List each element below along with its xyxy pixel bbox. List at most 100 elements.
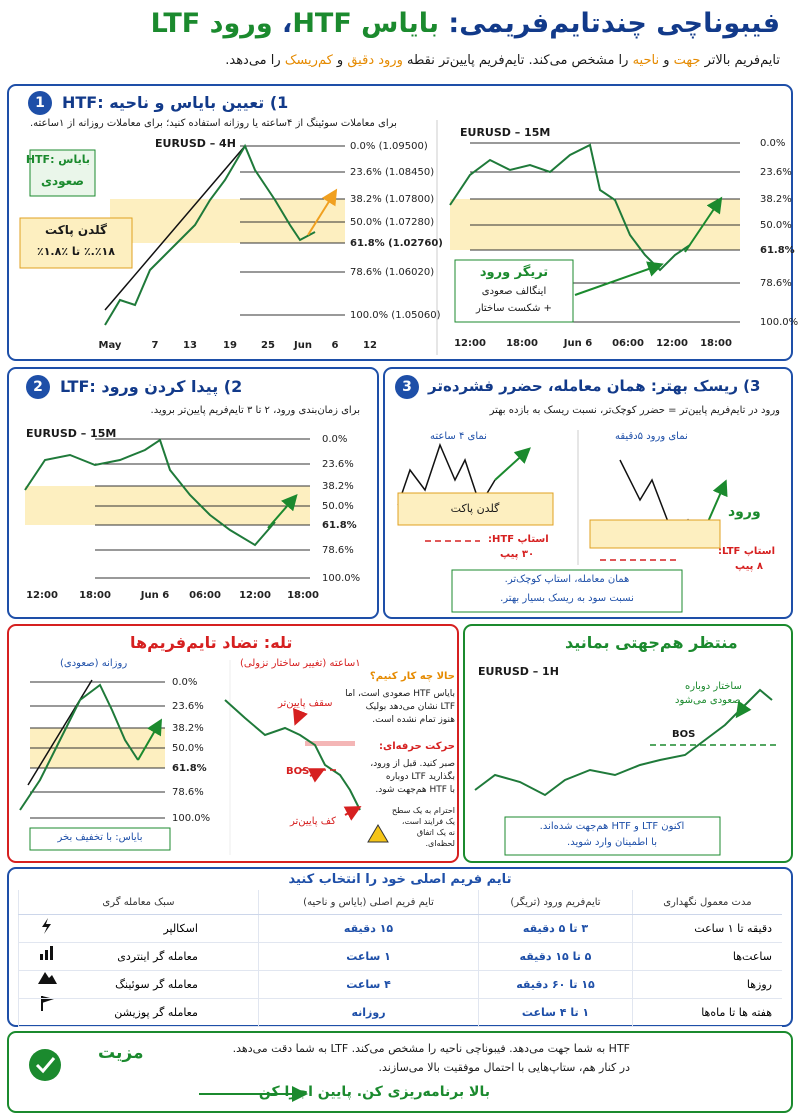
text: هنوز تمام نشده است.	[372, 715, 455, 725]
label: استاپ LTF:	[718, 546, 776, 557]
subtitle-part: را مشخص می‌کند. تایم‌فریم پایین‌تر نقطه	[402, 53, 633, 68]
box	[451, 569, 683, 613]
x-label: 7	[152, 340, 159, 351]
table-cell: ۵ تا ۱۵ دقیقه	[478, 942, 633, 971]
table-body: دقیقه تا ۱ ساعت ۳ تا ۵ دقیقه ۱۵ دقیقه اسکال…	[18, 914, 782, 1027]
label: نمای ۴ ساعته	[430, 431, 487, 442]
chart-title: EURUSD – 1H	[478, 665, 559, 678]
arrow	[307, 768, 326, 783]
box-text: گلدن پاکت	[45, 223, 107, 237]
box-text: گلدن پاکت	[450, 502, 500, 515]
arrow	[293, 707, 308, 726]
subtitle-part: و	[332, 53, 348, 68]
price-path	[104, 143, 316, 326]
fib-label: 78.6%	[172, 787, 204, 798]
text: لحظه‌ای.	[425, 839, 455, 848]
x-label: 18:00	[506, 338, 538, 349]
x-label: 06:00	[612, 338, 644, 349]
text: بایاس HTF صعودی است، اما	[345, 689, 455, 699]
table-cell: معامله گر اینتردی	[18, 942, 259, 971]
chart-title: EURUSD – 15M	[460, 126, 551, 139]
note: برای معاملات سوئینگ از ۴ساعته یا روزانه …	[30, 118, 397, 129]
title: فیبوناچی چندتایم‌فریمی: بایاس HTF، ورود …	[151, 6, 780, 42]
fib-label: 100.0%	[760, 317, 798, 328]
note: ورود در تایم‌فریم پایین‌تر = حضرر کوچک‌ت…	[489, 405, 780, 416]
panel	[7, 1031, 793, 1113]
fib-label: 0.0%	[760, 138, 785, 149]
fib-label: 61.8% (1.02760)	[350, 238, 443, 249]
subtitle-part: کم‌ریسک	[284, 53, 333, 68]
section-title: 3) ریسک بهتر: همان معامله، حضرر فشرده‌تر	[428, 377, 761, 395]
timeframe-table: مدت معمول نگهداری تایم‌فریم ورود (تریگر) ت…	[18, 890, 782, 1027]
footer-text: HTF به شما جهت می‌دهد. فیبوناچی ناحیه را…	[232, 1042, 630, 1055]
note: برای زمان‌بندی ورود، ۲ تا ۳ تایم‌فریم پا…	[150, 405, 360, 416]
panel	[383, 367, 793, 619]
fib-label: 61.8%	[172, 763, 207, 774]
text: احترام به یک سطح	[391, 806, 455, 815]
arrow	[735, 700, 752, 719]
arrow	[574, 261, 664, 296]
box-text: تریگر ورود	[479, 265, 549, 280]
subtitle-part: ناحیه	[632, 53, 660, 68]
section-title: منتظر هم‌جهتی بمانید	[565, 633, 738, 652]
section-title: 2) پیدا کردن ورود :LTF	[60, 377, 243, 396]
box-text: اکنون LTF و HTF هم‌جهت شده‌اند.	[539, 821, 685, 832]
fib-label: 78.6%	[322, 545, 354, 556]
fib-label: 100.0% (1.05060)	[350, 310, 441, 321]
warning-icon	[367, 824, 389, 843]
badge: 2	[26, 375, 50, 399]
table-row: ساعت‌ها ۵ تا ۱۵ دقیقه ۱ ساعت معامله گر اینت…	[18, 942, 782, 971]
table-cell: ۱ تا ۴ ساعت	[478, 998, 633, 1027]
levels	[300, 540, 780, 771]
trend-line	[104, 145, 246, 311]
fib-label: 23.6%	[322, 459, 354, 470]
box	[19, 217, 133, 269]
panel	[463, 624, 793, 863]
x-label: 12:00	[454, 338, 486, 349]
box-text: همان معامله، استاپ کوچک‌تر.	[504, 574, 630, 585]
box-text: نسبت سود به ریسک بسیار بهتر.	[500, 593, 634, 604]
table-head: مدت معمول نگهداری تایم‌فریم ورود (تریگر) ت…	[18, 890, 782, 915]
table-cell: ۳ تا ۵ دقیقه	[478, 914, 633, 943]
label: استاپ HTF:	[488, 534, 549, 545]
table-cell: اسکالپر	[18, 914, 259, 943]
text: یک فرایند است،	[401, 817, 455, 826]
fib-label: 0.0%	[322, 434, 347, 445]
x-label: 18:00	[700, 338, 732, 349]
box-text: بایاس: با تخفیف بخر	[57, 832, 143, 843]
x-label: May	[99, 340, 122, 351]
price-paths	[19, 143, 773, 821]
table-cell: معامله گر سوئینگ	[18, 970, 259, 999]
column-header: مدت معمول نگهداری	[631, 890, 782, 915]
label: ۸ پیپ	[735, 561, 764, 572]
panel	[7, 84, 793, 361]
header-row: مدت معمول نگهداری تایم‌فریم ورود (تریگر) ت…	[18, 890, 782, 915]
column-header: سبک معامله گری	[18, 890, 259, 915]
title-part: فیبوناچی چندتایم‌فریمی:	[439, 8, 780, 39]
text: با HTF هم‌جهت شود.	[375, 785, 455, 795]
subtitle-part: و	[659, 53, 674, 68]
fib-label: 100.0%	[172, 813, 210, 824]
box-text: بایاس :HTF	[25, 153, 90, 166]
section-title: تله: تضاد تایم‌فریم‌ها	[130, 633, 293, 652]
fib-label: 61.8%	[760, 245, 795, 256]
fib-label: 50.0% (1.07280)	[350, 217, 434, 228]
label: سقف پایین‌تر	[278, 698, 333, 709]
label: حالا چه کار کنیم؟	[369, 671, 455, 682]
fib-label: 50.0%	[760, 220, 792, 231]
box-text: اینگالف صعودی	[481, 286, 547, 297]
table-cell: معامله گر پوزیشن	[18, 998, 259, 1027]
arrow	[494, 447, 531, 481]
label: ۳۰ پیپ	[500, 549, 535, 560]
x-label: 19	[223, 340, 237, 351]
x-label: 12:00	[239, 590, 271, 601]
footer-text: در کنار هم، ستاپ‌هایی با احتمال موفقیت ب…	[378, 1061, 630, 1074]
fib-label: 38.2%	[322, 481, 354, 492]
badge: 3	[395, 375, 419, 399]
panels	[7, 84, 793, 1113]
badge: 1	[28, 91, 52, 115]
subtitle-part: ورود دقیق	[347, 53, 403, 68]
box	[29, 149, 96, 197]
resistance	[305, 741, 355, 746]
